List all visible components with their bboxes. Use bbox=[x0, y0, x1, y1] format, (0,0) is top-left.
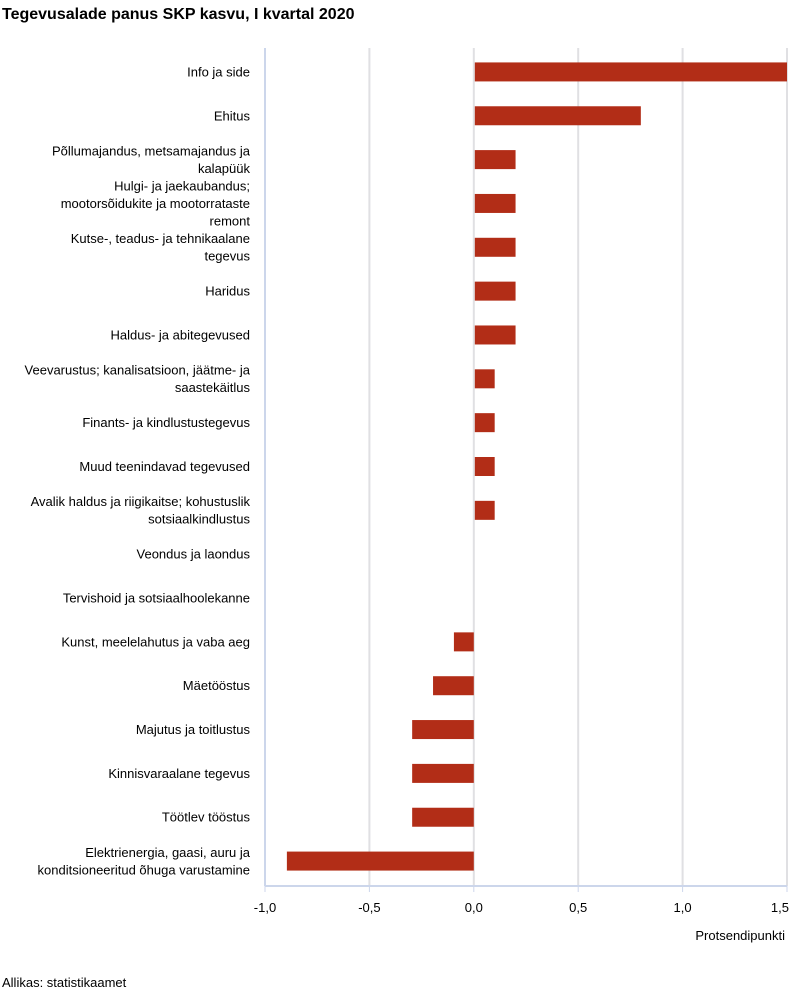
category-label: Avalik haldus ja riigikaitse; kohustusli… bbox=[31, 494, 251, 527]
category-label-line: Veevarustus; kanalisatsioon, jäätme- ja bbox=[25, 363, 251, 378]
category-label: Kinnisvaraalane tegevus bbox=[108, 766, 250, 781]
category-label-line: Haridus bbox=[205, 284, 250, 299]
category-label: Kutse-, teadus- ja tehnikaalane tegevus bbox=[71, 231, 251, 263]
category-label: Finants- ja kindlustustegevus bbox=[82, 415, 250, 430]
category-label-line: Kutse-, teadus- ja tehnikaalane bbox=[71, 231, 250, 246]
category-label: Kunst, meelelahutus ja vaba aeg bbox=[61, 634, 250, 649]
bar bbox=[412, 807, 474, 827]
category-label-line: Haldus- ja abitegevused bbox=[111, 327, 250, 342]
category-label-line: Tervishoid ja sotsiaalhoolekanne bbox=[63, 591, 250, 606]
category-label: Elektrienergia, gaasi, auru ja konditsion… bbox=[38, 845, 251, 878]
bar bbox=[286, 851, 474, 871]
category-label-line: konditsioneeritud õhuga varustamine bbox=[38, 862, 250, 877]
category-label-line: Avalik haldus ja riigikaitse; kohustusli… bbox=[31, 494, 251, 509]
category-label-line: Finants- ja kindlustustegevus bbox=[82, 415, 250, 430]
chart-title: Tegevusalade panus SKP kasvu, I kvartal … bbox=[2, 6, 355, 23]
category-label: Veondus ja laondus bbox=[137, 547, 251, 562]
category-label: Tervishoid ja sotsiaalhoolekanne bbox=[63, 591, 250, 606]
bar bbox=[474, 325, 516, 345]
bar bbox=[474, 413, 495, 433]
x-tick-label: 1,0 bbox=[674, 900, 692, 915]
bar bbox=[474, 150, 516, 170]
category-label-line: Ehitus bbox=[214, 108, 251, 123]
x-tick-label: -0,5 bbox=[358, 900, 380, 915]
category-label-line: mootorsõidukite ja mootorrataste bbox=[61, 196, 250, 211]
bar bbox=[412, 720, 474, 740]
bar bbox=[412, 763, 474, 783]
x-tick-label: -1,0 bbox=[254, 900, 276, 915]
category-label-line: Hulgi- ja jaekaubandus; bbox=[114, 178, 250, 193]
category-label-line: Põllumajandus, metsamajandus ja bbox=[52, 143, 251, 158]
category-label-line: Kunst, meelelahutus ja vaba aeg bbox=[61, 634, 250, 649]
bar bbox=[474, 106, 641, 126]
category-label: Mäetööstus bbox=[183, 678, 251, 693]
category-label-line: Veondus ja laondus bbox=[137, 547, 251, 562]
category-label-line: Majutus ja toitlustus bbox=[136, 722, 251, 737]
category-label-line: Töötlev tööstus bbox=[162, 810, 251, 825]
category-label: Hulgi- ja jaekaubandus; mootorsõidukite j… bbox=[61, 178, 251, 228]
category-label: Haldus- ja abitegevused bbox=[111, 327, 250, 342]
category-label: Töötlev tööstus bbox=[162, 810, 251, 825]
category-label-line: Muud teenindavad tegevused bbox=[79, 459, 250, 474]
bar bbox=[474, 281, 516, 301]
category-label-line: kalapüük bbox=[198, 161, 251, 176]
bar bbox=[474, 193, 516, 213]
bar bbox=[433, 676, 474, 696]
category-label: Põllumajandus, metsamajandus ja kalapüük bbox=[52, 143, 251, 176]
category-label-line: saastekäitlus bbox=[175, 380, 251, 395]
category-label-line: Info ja side bbox=[187, 64, 250, 79]
x-tick-label: 0,5 bbox=[569, 900, 587, 915]
source-note: Allikas: statistikaamet bbox=[2, 975, 127, 990]
bar bbox=[474, 369, 495, 389]
category-label-line: Elektrienergia, gaasi, auru ja bbox=[85, 845, 251, 860]
x-tick-label: 1,5 bbox=[771, 900, 789, 915]
bar bbox=[474, 500, 495, 520]
category-label: Info ja side bbox=[187, 64, 250, 79]
category-label-line: tegevus bbox=[204, 249, 250, 264]
category-label-line: Kinnisvaraalane tegevus bbox=[108, 766, 250, 781]
category-label-line: Mäetööstus bbox=[183, 678, 251, 693]
bar bbox=[474, 62, 787, 82]
category-label: Veevarustus; kanalisatsioon, jäätme- ja s… bbox=[25, 363, 251, 396]
category-label: Muud teenindavad tegevused bbox=[79, 459, 250, 474]
category-label: Majutus ja toitlustus bbox=[136, 722, 251, 737]
bar bbox=[474, 237, 516, 257]
bar bbox=[474, 457, 495, 476]
x-tick-label: 0,0 bbox=[465, 900, 483, 915]
category-label: Haridus bbox=[205, 284, 250, 299]
category-label-line: sotsiaalkindlustus bbox=[148, 512, 250, 527]
category-label-line: remont bbox=[210, 213, 251, 228]
bar bbox=[453, 632, 474, 652]
x-axis-label: Protsendipunkti bbox=[695, 928, 785, 943]
category-label: Ehitus bbox=[214, 108, 251, 123]
